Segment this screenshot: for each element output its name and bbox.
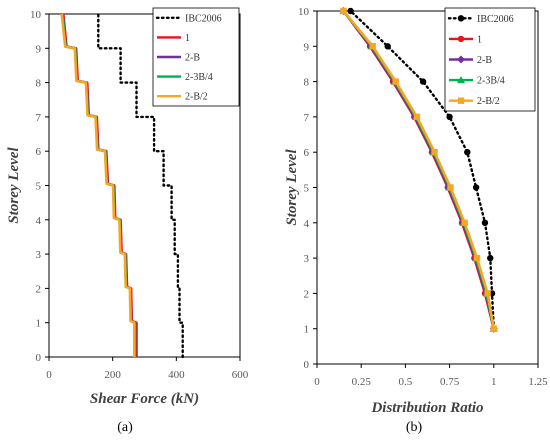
x-tick-label: 600 <box>232 369 249 381</box>
y-tick-label: 5 <box>304 183 310 195</box>
y-tick-label: 6 <box>36 146 42 158</box>
data-point-marker <box>384 43 391 50</box>
y-tick-label: 9 <box>36 43 42 55</box>
data-point-marker <box>340 7 347 15</box>
caption-b: (b) <box>406 420 423 435</box>
series-line-2-b-2 <box>60 13 136 357</box>
y-tick-label: 0 <box>304 359 310 371</box>
y-tick-label: 9 <box>304 41 310 53</box>
y-tick-label: 4 <box>304 218 310 230</box>
legend-marker <box>457 15 465 22</box>
data-point-marker <box>490 325 497 332</box>
chart-panel-a: 0 1 2 3 4 5 6 7 8 9 10 0 200 400 600 IBC2006 1 2-B 2-3B/4 2… <box>6 7 249 407</box>
y-tick-label: 8 <box>304 77 310 89</box>
series-line-ibc2006 <box>97 12 184 359</box>
data-point-marker <box>392 78 399 85</box>
x-tick-label: 0.5 <box>399 376 413 388</box>
legend-label: 1 <box>185 33 190 44</box>
legend-label: 2-B <box>477 55 492 66</box>
x-axis-title: Shear Force (kN) <box>90 391 199 407</box>
x-axis-title: Distribution Ratio <box>370 400 483 416</box>
y-tick-label: 1 <box>36 318 42 330</box>
data-point-marker <box>347 7 354 15</box>
y-axis-title: Storey Level <box>6 147 22 224</box>
y-tick-label: 1 <box>304 324 310 336</box>
data-point-marker <box>464 149 471 156</box>
y-tick-label: 3 <box>304 253 310 265</box>
legend-label: 2-B/2 <box>185 92 208 103</box>
legend-label: 2-B <box>185 53 200 64</box>
y-tick-label: 4 <box>36 215 42 227</box>
legend-label: IBC2006 <box>185 13 222 24</box>
series-line-2-b-2 <box>342 10 496 329</box>
y-tick-label: 10 <box>298 6 310 18</box>
x-tick-label: 200 <box>104 369 121 381</box>
data-point-marker <box>369 43 376 50</box>
data-point-marker <box>419 78 427 85</box>
legend-label: 2-B/2 <box>477 96 500 107</box>
x-tick-label: 0 <box>314 376 320 388</box>
data-point-marker <box>472 184 480 191</box>
chart-panel-b: 0 1 2 3 4 5 6 7 8 9 10 0 0.25 0.5 0.75 1 1.25 IBC2006 1 2-B… <box>284 6 548 416</box>
data-point-marker <box>447 184 454 191</box>
y-tick-label: 5 <box>36 181 42 193</box>
legend-marker <box>457 35 465 43</box>
y-tick-label: 7 <box>36 112 42 124</box>
legend-label: IBC2006 <box>477 14 514 25</box>
legend-label: 2-3B/4 <box>185 72 213 83</box>
data-point-marker <box>446 113 453 121</box>
data-point-marker <box>481 219 489 226</box>
legend-label: 1 <box>477 34 482 45</box>
legend-marker <box>457 76 465 84</box>
legend-label: 2-3B/4 <box>477 76 505 87</box>
data-point-marker <box>473 254 481 262</box>
y-tick-label: 6 <box>304 147 310 159</box>
x-tick-label: 1 <box>491 376 497 388</box>
legend-marker <box>457 55 465 64</box>
y-tick-label: 10 <box>30 9 42 21</box>
caption-a: (a) <box>117 420 133 435</box>
y-axis-title: Storey Level <box>284 149 300 226</box>
y-tick-label: 0 <box>36 352 42 364</box>
series-line-ibc2006 <box>349 9 495 330</box>
x-tick-label: 1.25 <box>528 376 548 388</box>
data-point-marker <box>484 290 491 297</box>
x-tick-label: 400 <box>168 369 185 381</box>
x-tick-label: 0 <box>46 369 52 381</box>
y-tick-label: 7 <box>304 112 310 124</box>
x-tick-label: 0.25 <box>352 376 372 388</box>
data-point-marker <box>431 149 438 156</box>
y-tick-label: 3 <box>36 249 42 261</box>
y-tick-label: 2 <box>304 288 310 300</box>
x-tick-label: 0.75 <box>440 376 460 388</box>
data-point-marker <box>461 219 468 226</box>
data-point-marker <box>487 254 494 262</box>
y-tick-label: 8 <box>36 78 42 90</box>
y-tick-label: 2 <box>36 283 42 295</box>
legend-marker <box>457 97 465 104</box>
data-point-marker <box>413 113 421 121</box>
